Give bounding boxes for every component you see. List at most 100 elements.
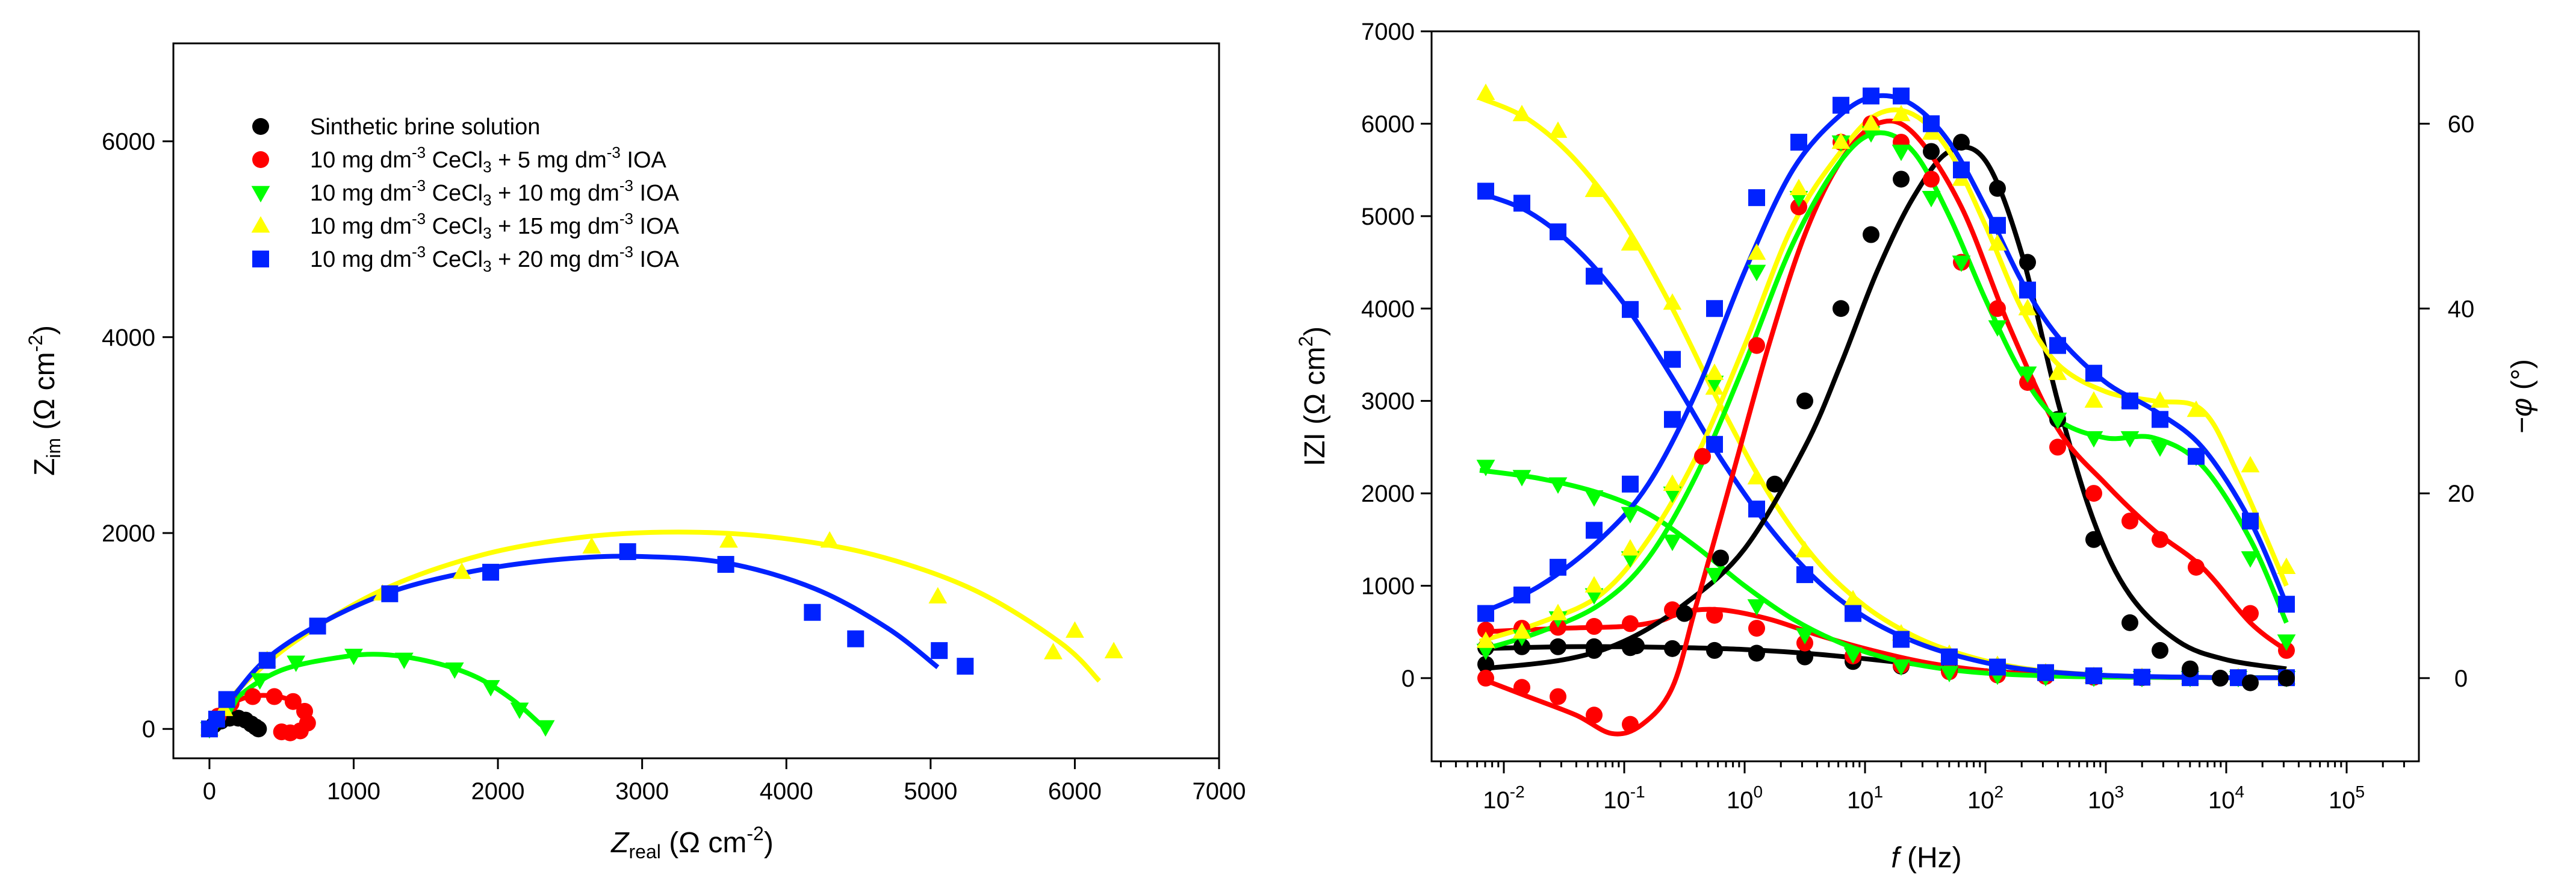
phase-data-point (1586, 522, 1603, 539)
legend-label-part: 10 mg dm (310, 247, 412, 272)
data-point (394, 652, 414, 669)
data-point (1066, 621, 1084, 638)
legend-label-part: -3 (412, 176, 426, 195)
x-tick-label: 6000 (1048, 778, 1102, 805)
modulus-data-point (2037, 664, 2054, 681)
x-tick-base: 10 (2329, 787, 2356, 814)
modulus-data-point (1513, 195, 1530, 212)
phase-data-point (1989, 179, 2006, 197)
nyquist-y-label-main: Z (29, 458, 61, 476)
x-tick-exponent: 0 (1753, 782, 1763, 801)
modulus-data-point (1795, 628, 1814, 644)
modulus-data-point (1512, 470, 1532, 487)
data-point (208, 710, 225, 728)
phase-data-point (1748, 189, 1765, 207)
data-point (481, 680, 500, 697)
x-tick-base: 10 (1603, 787, 1630, 814)
x-tick-label: 10-1 (1603, 782, 1645, 814)
x-tick-label: 105 (2329, 782, 2365, 814)
phase-data-point (1477, 669, 1494, 687)
bode-x-axis-label: f (Hz) (1891, 842, 1961, 874)
data-point (381, 585, 399, 602)
data-point (309, 617, 326, 635)
data-point (820, 531, 839, 548)
nyquist-x-label-close: ) (764, 827, 774, 859)
modulus-data-point (1892, 659, 1911, 676)
y-tick-label: 4000 (102, 325, 155, 351)
phase-data-point (1586, 641, 1603, 659)
legend-label-part: 3 (483, 158, 491, 176)
modulus-data-point (1586, 267, 1603, 285)
data-point (957, 658, 974, 675)
legend-label-part: -3 (412, 210, 426, 228)
x-tick-label: 102 (1967, 782, 2003, 814)
data-point (931, 642, 948, 660)
y-tick-label: 5000 (1361, 204, 1415, 230)
data-point (250, 673, 270, 690)
x-tick-label: 103 (2088, 782, 2124, 814)
phase-data-point (1892, 145, 1911, 161)
phase-data-point (1863, 226, 1879, 243)
phase-data-point (1923, 143, 1940, 160)
phase-data-point (2182, 660, 2199, 678)
legend-label-part: CeCl (426, 247, 483, 272)
phase-data-point (1706, 300, 1723, 317)
modulus-data-point (1548, 477, 1568, 494)
y-tick-label: 0 (142, 716, 155, 743)
x-tick-base: 10 (1727, 787, 1754, 814)
modulus-data-point (1513, 638, 1530, 655)
phase-data-point (2152, 531, 2168, 548)
legend-label-part: IOA (621, 148, 667, 173)
y-tick-label: 7000 (1361, 19, 1415, 45)
phase-data-point (1477, 655, 1494, 673)
x-tick-label: 7000 (1193, 778, 1246, 805)
nyquist-y-axis-label: Zim (Ω cm-2) (25, 325, 64, 476)
x-tick-base: 10 (1483, 787, 1510, 814)
legend-label-part: 3 (483, 224, 491, 242)
modulus-data-point (1477, 622, 1494, 639)
phase-data-point (2121, 392, 2138, 410)
bode-y-label-exp: 2 (1295, 336, 1317, 347)
modulus-data-point (1621, 507, 1640, 523)
nyquist-panel: 0 1000 2000 3000 4000 5000 6000 7000 0 2000 4000 60… (25, 42, 1246, 862)
x-tick-exponent: 3 (2114, 782, 2124, 801)
phase-data-point (2085, 364, 2102, 382)
x-tick-label: 100 (1727, 782, 1763, 814)
phase-data-point (1548, 604, 1568, 620)
modulus-data-point (1705, 567, 1724, 585)
phase-data-point (1863, 87, 1879, 105)
y2-tick-label: 60 (2448, 111, 2475, 137)
phase-data-point (1476, 631, 1495, 648)
data-point (719, 531, 738, 548)
phase-data-point (2278, 669, 2295, 687)
phase-data-point (1584, 576, 1604, 593)
phase-data-point (1861, 114, 1881, 131)
data-point (287, 655, 306, 672)
phase-data-point (2150, 440, 2170, 457)
legend-label-part: + 20 mg dm (492, 247, 619, 272)
legend-label-part: IOA (633, 181, 680, 206)
phase-data-point (1893, 170, 1910, 188)
phase-data-point (1833, 96, 1849, 114)
nyquist-x-label-exp: -2 (746, 823, 763, 844)
nyquist-y-label-close: ) (29, 325, 61, 335)
legend-marker (252, 151, 269, 168)
y-tick-label: 0 (1401, 666, 1415, 692)
data-point (717, 556, 734, 573)
modulus-data-point (1584, 490, 1604, 507)
x-tick-label: 4000 (760, 778, 813, 805)
modulus-data-point (1989, 658, 2006, 676)
modulus-data-point (1550, 223, 1566, 240)
phase-data-point (2048, 413, 2067, 429)
phase-data-point (1952, 255, 1971, 272)
phase-data-point (1923, 170, 1940, 188)
bode-y2-label-main: φ (2506, 398, 2538, 417)
legend-marker (252, 118, 269, 135)
phase-data-point (1621, 539, 1640, 556)
nyquist-x-label-unit: (Ω cm (661, 827, 747, 859)
modulus-data-point (1795, 541, 1814, 558)
legend-label: 10 mg dm-3 CeCl3 + 15 mg dm-3 IOA (310, 210, 680, 242)
phase-data-point (2121, 614, 2138, 631)
phase-data-point (1747, 264, 1766, 281)
legend-label: 10 mg dm-3 CeCl3 + 20 mg dm-3 IOA (310, 243, 680, 275)
